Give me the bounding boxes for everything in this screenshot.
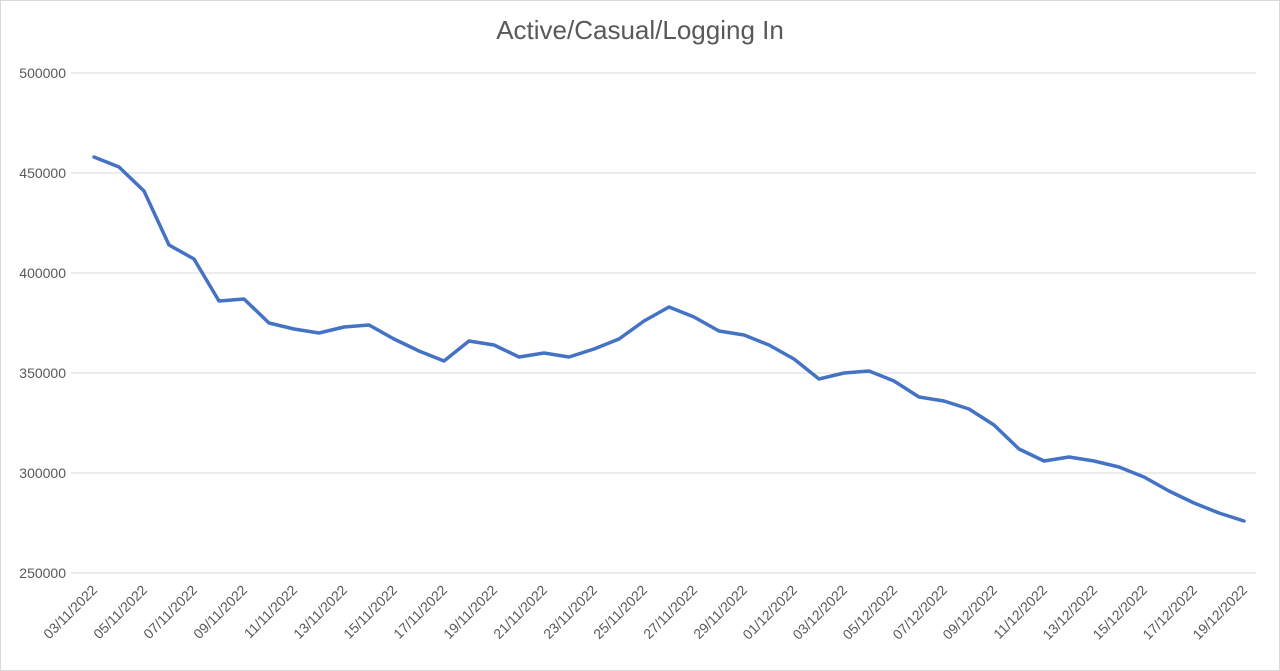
y-axis-label: 250000 bbox=[19, 565, 66, 581]
data-series-line bbox=[92, 155, 1246, 523]
chart-title: Active/Casual/Logging In bbox=[496, 15, 784, 45]
y-axis-label: 350000 bbox=[19, 365, 66, 381]
y-axis-label: 400000 bbox=[19, 265, 66, 281]
x-axis-label: 09/12/2022 bbox=[939, 582, 1000, 643]
y-axis-label: 450000 bbox=[19, 165, 66, 181]
x-axis-label: 09/11/2022 bbox=[190, 582, 250, 642]
y-axis-label: 500000 bbox=[19, 65, 66, 81]
x-axis-label: 19/12/2022 bbox=[1189, 582, 1250, 643]
y-axis-label: 300000 bbox=[19, 465, 66, 481]
